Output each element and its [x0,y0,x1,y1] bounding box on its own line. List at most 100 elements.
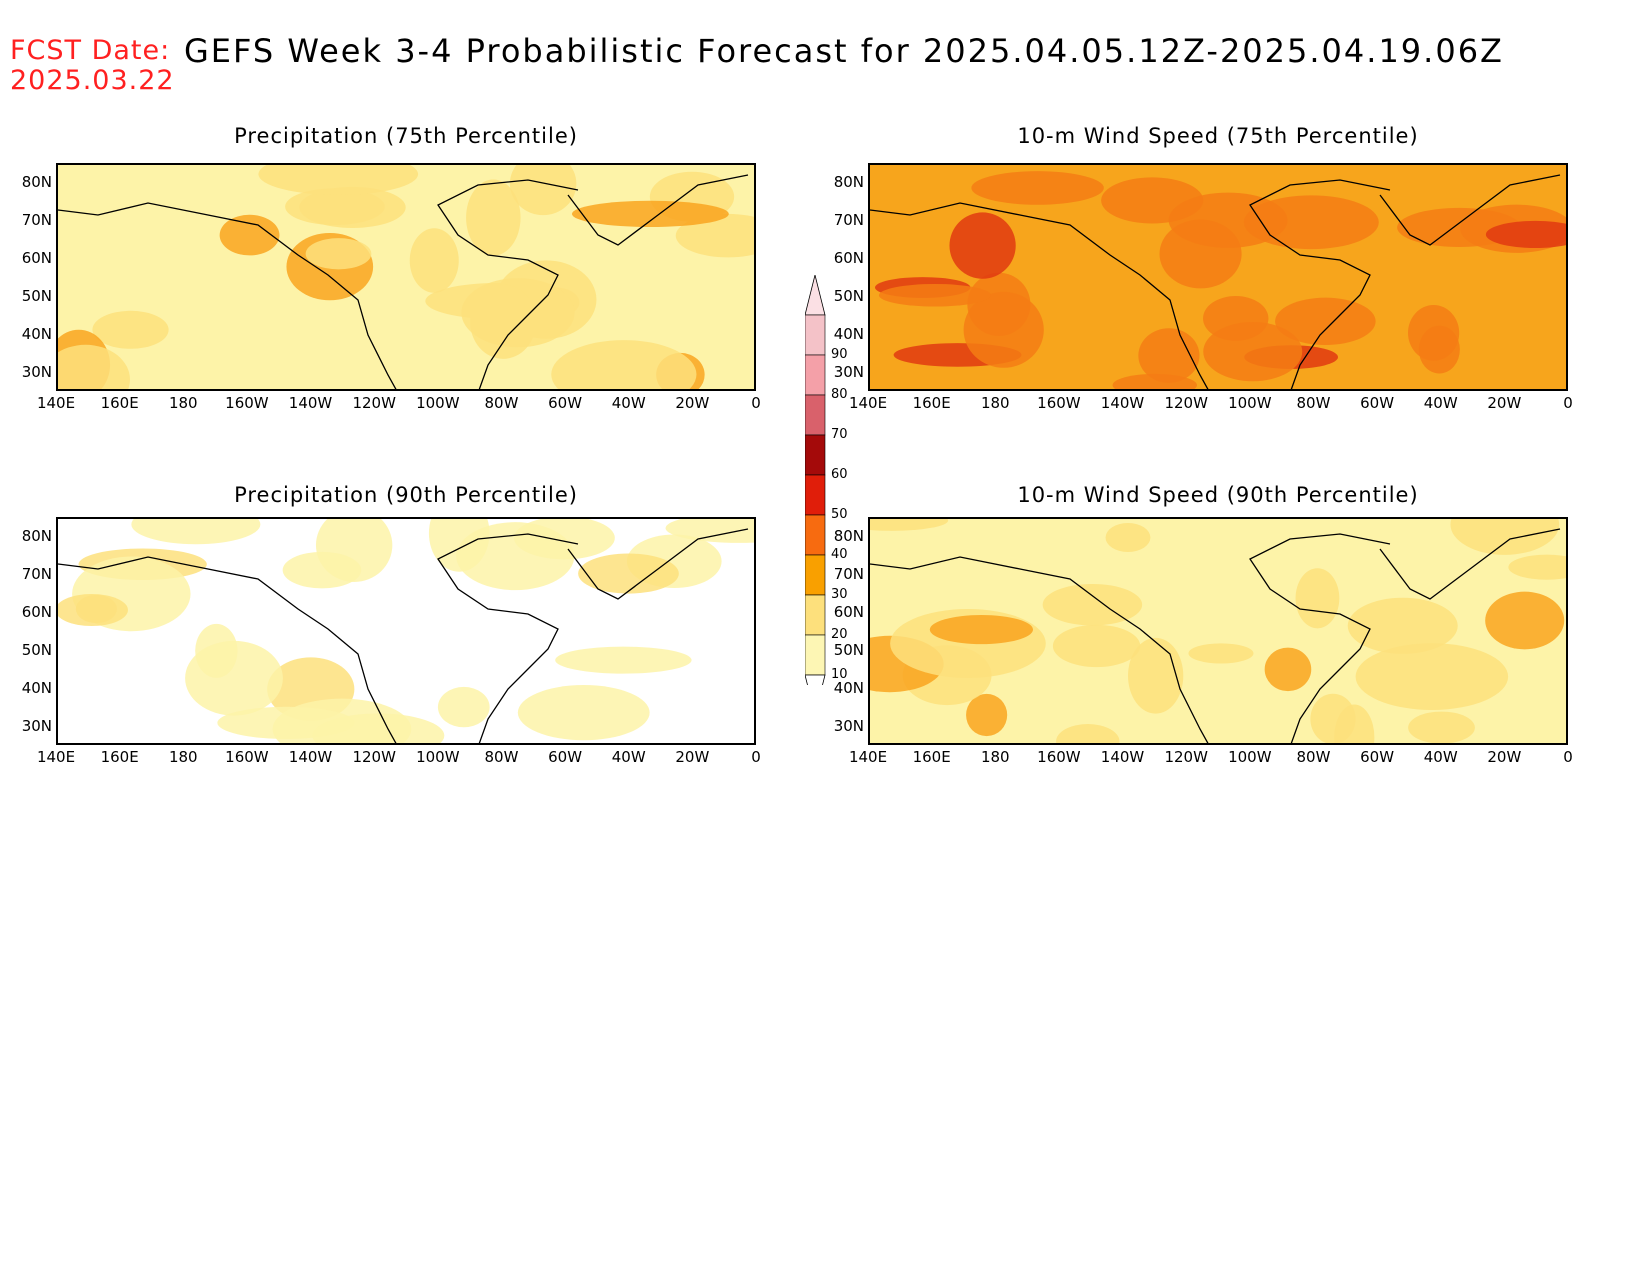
field-patch [1450,519,1560,555]
lon-tick-label: 160E [100,748,139,766]
lon-tick-label: 120W [352,748,396,766]
field-patch [299,186,406,228]
lat-tick-label: 80N [21,173,52,191]
panel-title-precip-90: Precipitation (90th Percentile) [234,483,578,507]
field-patch [555,646,692,674]
lon-tick-label: 140E [36,394,76,412]
map-field [58,519,754,743]
field-patch [1243,195,1379,250]
coastline [870,528,1561,743]
lon-tick-label: 160E [100,394,139,412]
field-patch [1485,220,1566,249]
field-patch [571,200,729,228]
lon-tick-label: 120W [352,394,396,412]
lon-tick-label: 0 [751,748,761,766]
field-patch [466,179,521,256]
lat-tick-label: 40N [21,325,52,343]
colorbar-level-label: 90 [831,347,848,362]
lon-tick-label: 160W [1037,748,1081,766]
lon-tick-label: 0 [1563,748,1573,766]
lon-tick-label: 80W [484,748,519,766]
lon-tick-label: 140E [848,748,888,766]
fcst-date-value: 2025.03.22 [10,65,175,96]
colorbar-segment [805,394,826,436]
lon-tick-label: 0 [1563,394,1573,412]
field-patch [878,283,991,307]
lon-tick-label: 40W [611,748,646,766]
field-patch [1408,711,1475,743]
lat-tick-label: 60N [21,249,52,267]
map-wind-75 [868,163,1568,391]
field-patch [949,212,1016,279]
field-patch [1188,643,1254,664]
lon-tick-label: 140W [1100,394,1145,412]
map-precip-90 [56,517,756,745]
field-patch [929,615,1033,645]
lat-tick-label: 30N [21,717,52,735]
field-patch [963,291,1044,368]
lon-tick-label: 140W [288,394,333,412]
colorbar-level-label: 50 [831,507,848,522]
lat-tick-label: 60N [833,603,864,621]
field-patch [675,213,754,258]
lat-tick-label: 80N [21,527,52,545]
lon-tick-label: 180 [168,394,198,412]
field-patch [305,238,372,270]
field-patch [185,640,283,716]
lon-tick-label: 100W [416,394,460,412]
field-patch [92,310,169,349]
lon-tick-label: 20W [1487,394,1522,412]
field-patch [1105,522,1151,553]
lon-tick-label: 180 [980,748,1010,766]
lon-tick-label: 60W [548,748,583,766]
map-precip-75 [56,163,756,391]
colorbar-level-label: 60 [831,467,848,482]
colorbar-bottom-arrow [805,674,826,685]
lat-tick-label: 80N [833,527,864,545]
field-patch [409,228,459,293]
field-patch [1042,583,1143,626]
lat-tick-label: 40N [833,325,864,343]
page-title: GEFS Week 3-4 Probabilistic Forecast for… [184,32,1504,70]
lon-tick-label: 60W [1360,394,1395,412]
lat-tick-label: 70N [21,565,52,583]
lon-tick-label: 40W [1423,748,1458,766]
lat-tick-label: 70N [833,211,864,229]
lon-tick-label: 80W [484,394,519,412]
field-patch [578,553,679,594]
map-field [870,165,1566,389]
field-patch [966,693,1008,737]
lon-tick-label: 140E [36,748,76,766]
field-patch [1128,637,1184,714]
map-field [870,519,1566,743]
lat-tick-label: 40N [21,679,52,697]
lon-tick-label: 140W [288,748,333,766]
field-patch [1485,591,1565,650]
field-patch [971,171,1104,205]
lon-tick-label: 20W [1487,748,1522,766]
lon-tick-label: 80W [1296,748,1331,766]
field-patch [1347,597,1458,654]
lon-tick-label: 160W [1037,394,1081,412]
lat-tick-label: 40N [833,679,864,697]
fcst-date-block: FCST Date: 2025.03.22 [10,36,175,96]
field-patch [870,519,949,531]
lon-tick-label: 120W [1164,748,1208,766]
lon-tick-label: 80W [1296,394,1331,412]
field-patch [75,594,117,624]
colorbar-segment [805,554,826,596]
field-patch [1355,643,1509,710]
lon-tick-label: 60W [1360,748,1395,766]
lon-tick-label: 160E [912,748,951,766]
lat-tick-label: 60N [21,603,52,621]
lon-tick-label: 0 [751,394,761,412]
field-patch [219,214,280,256]
field-patch [514,519,615,560]
colorbar-top-arrow [805,275,826,316]
field-patch [1275,297,1376,346]
colorbar-segment [805,514,826,556]
field-patch [1203,321,1303,382]
field-patch [437,686,490,728]
field-patch [1508,554,1566,580]
lat-tick-label: 70N [21,211,52,229]
